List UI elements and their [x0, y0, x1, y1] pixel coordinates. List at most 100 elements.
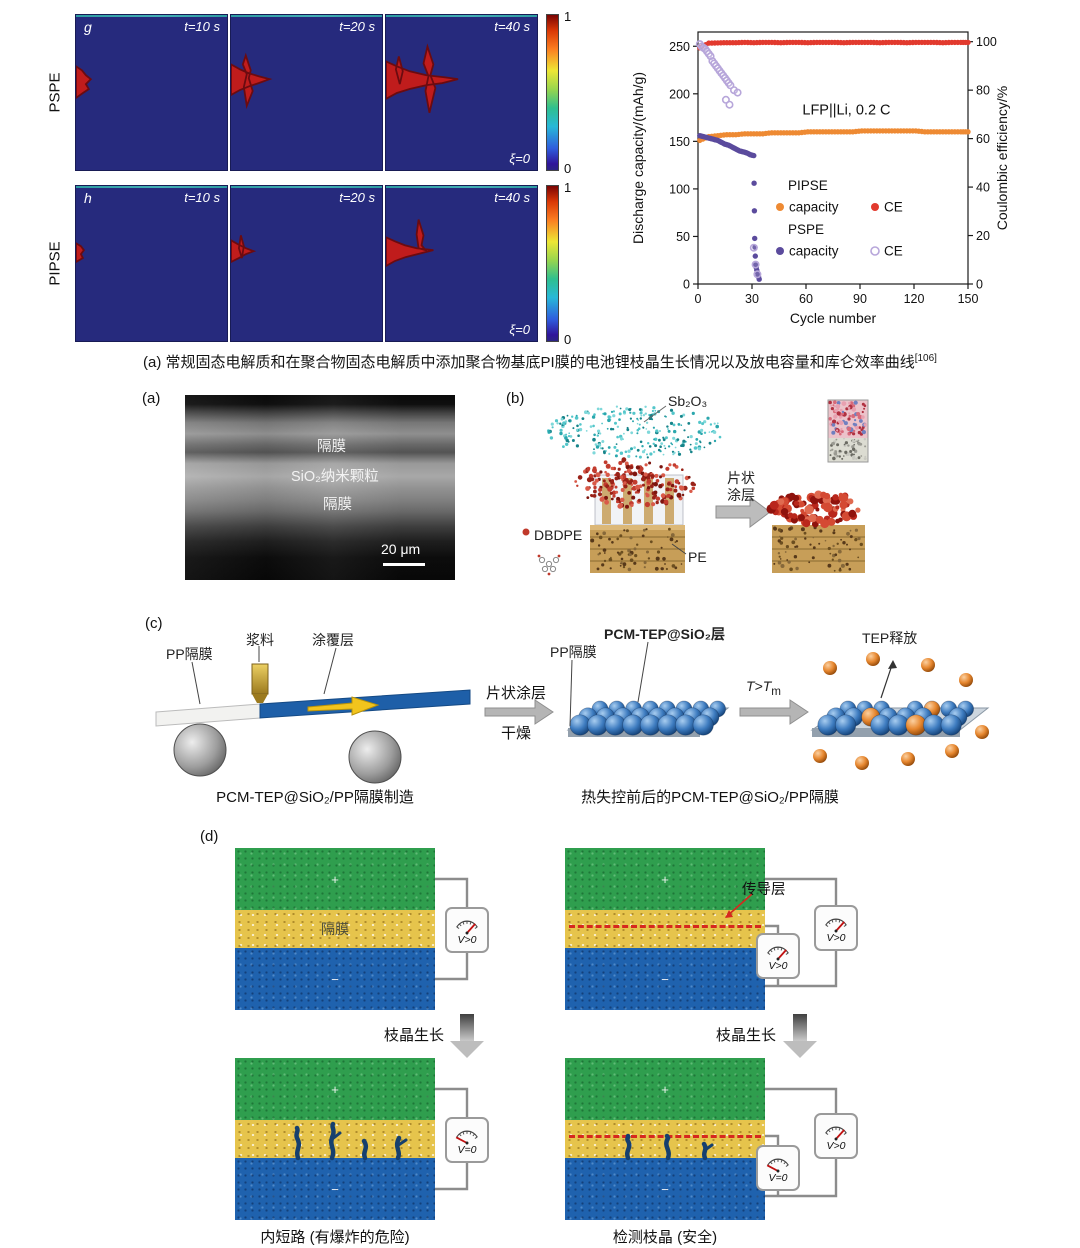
minus-sign: −: [331, 1181, 339, 1197]
sb2o3-particle-cloud: [547, 405, 722, 459]
pp-pointer-line: [191, 661, 201, 705]
voltmeter-reading: V>0: [826, 932, 846, 944]
voltmeter-bottom-right-inner: V=0: [756, 1145, 800, 1191]
sb2o3-label: Sb₂O₃: [668, 393, 708, 409]
panel-c-caption-right: 热失控前后的PCM-TEP@SiO₂/PP隔膜: [581, 789, 839, 806]
xi-label: ξ=0: [509, 322, 530, 337]
voltmeter-dial: [825, 918, 847, 933]
caption-reference: [106]: [914, 353, 937, 364]
boundary-line: [76, 15, 227, 17]
inset-bottom-speckle: [829, 437, 867, 461]
svg-text:40: 40: [976, 181, 990, 195]
scalebar-label: 20 μm: [381, 541, 421, 557]
sem-label-separator-top: 隔膜: [317, 439, 346, 455]
colorbar-gradient: [546, 185, 559, 342]
time-label: t=20 s: [339, 190, 375, 205]
panel-d-caption-right: 检测枝晶 (安全): [612, 1229, 718, 1246]
voltmeter-bottom-left: V=0: [445, 1117, 489, 1163]
plus-sign: +: [331, 1081, 339, 1097]
dendrite-growth-label-left: 枝晶生长: [384, 1027, 445, 1044]
red-coating-particles: [766, 490, 861, 529]
discharge-capacity-chart: 0 30 60 90 120 150050100150200250020406080100…: [630, 31, 1010, 326]
panel-c-graphic: [155, 641, 990, 784]
svg-text:100: 100: [669, 182, 690, 196]
pe-pointer-line: [671, 543, 687, 555]
pe-label: PE: [688, 549, 707, 565]
svg-text:PSPE: PSPE: [788, 222, 824, 237]
voltmeter-reading: V>0: [826, 1140, 846, 1152]
panel-c-caption-left: PCM-TEP@SiO₂/PP隔膜制造: [216, 789, 414, 806]
battery-bottom-left: + −: [235, 1058, 435, 1220]
conductive-layer-line: [569, 925, 761, 928]
plus-sign: +: [331, 871, 339, 887]
dbdpe-particle-cloud: [574, 457, 696, 509]
boundary-line: [386, 186, 537, 188]
sim-frame-g-t20: t=20 s: [230, 14, 383, 171]
boundary-line: [76, 186, 227, 188]
voltmeter-reading: V>0: [457, 934, 477, 946]
voltmeter-reading: V=0: [768, 1172, 788, 1184]
xi-label: ξ=0: [509, 151, 530, 166]
pillar: [665, 478, 674, 524]
time-label: t=40 s: [494, 19, 530, 34]
time-label: t=10 s: [184, 19, 220, 34]
battery-bottom-right: + −: [565, 1058, 765, 1220]
slurry-nozzle: [251, 663, 269, 695]
slurry-nozzle-tip: [252, 694, 268, 703]
step1-label-line2: 干燥: [500, 725, 531, 742]
dendrite-growth-arrow-right: [793, 1014, 807, 1041]
svg-text:CE: CE: [884, 244, 903, 259]
colorbar: 1 0: [546, 180, 586, 347]
sim-frame-h-t10: h t=10 s: [75, 185, 228, 342]
battery-top-left: + 隔膜 −: [235, 848, 435, 1010]
panel-d-letter: (d): [200, 828, 219, 845]
panel-b-letter: (b): [506, 390, 525, 407]
coating-pointer-line: [323, 647, 337, 695]
voltmeter-dial: [825, 1126, 847, 1141]
sim-frame-h-t20: t=20 s: [230, 185, 383, 342]
panel-a-letter: (a): [142, 390, 161, 407]
svg-text:50: 50: [676, 230, 690, 244]
voltmeter-top-left: V>0: [445, 907, 489, 953]
positive-electrode: +: [235, 848, 435, 910]
pillar: [644, 478, 653, 524]
negative-electrode: −: [565, 948, 765, 1010]
svg-text:90: 90: [853, 292, 867, 306]
svg-text:150: 150: [958, 292, 979, 306]
svg-text:30: 30: [745, 292, 759, 306]
dendrite-graphic: [386, 43, 459, 113]
negative-electrode: −: [235, 948, 435, 1010]
colorbar-gradient: [546, 14, 559, 171]
svg-text:PIPSE: PIPSE: [788, 178, 828, 193]
dendrite-graphic: [231, 52, 273, 110]
inset-top-speckle: [828, 400, 867, 436]
inset-border: [827, 399, 869, 463]
voltmeter-dial: [767, 946, 789, 961]
voltmeter-reading: V=0: [457, 1144, 477, 1156]
sim-frame-h-t40: t=40 s ξ=0: [385, 185, 538, 342]
step2-arrow-icon: [739, 699, 809, 725]
svg-text:120: 120: [904, 292, 925, 306]
svg-text:capacity: capacity: [789, 244, 839, 259]
flake-coating-label-line2: 涂层: [727, 487, 755, 503]
separator: [565, 1120, 765, 1158]
pcm-pointer-line: [637, 641, 649, 703]
tep-release-label: TEP释放: [862, 630, 918, 646]
positive-electrode: +: [235, 1058, 435, 1120]
sem-image: 隔膜 SiO₂纳米颗粒 隔膜 20 μm: [185, 395, 455, 580]
conductive-layer-label: 传导层: [742, 882, 786, 898]
panel-c-letter: (c): [145, 615, 163, 632]
conductive-layer-line: [569, 1135, 761, 1138]
minus-sign: −: [331, 971, 339, 987]
svg-text:200: 200: [669, 87, 690, 101]
dendrite-graphic: [76, 242, 86, 264]
colorbar-min: 0: [564, 161, 572, 176]
pp-separator-sheet: [155, 703, 261, 727]
slurry-label: 浆料: [246, 632, 274, 648]
svg-text:0: 0: [695, 292, 702, 306]
svg-text:LFP||Li, 0.2 C: LFP||Li, 0.2 C: [802, 103, 890, 119]
molecule-icon: [537, 554, 561, 576]
svg-text:0: 0: [683, 278, 690, 292]
flake-coating-label-line1: 片状: [727, 470, 755, 486]
